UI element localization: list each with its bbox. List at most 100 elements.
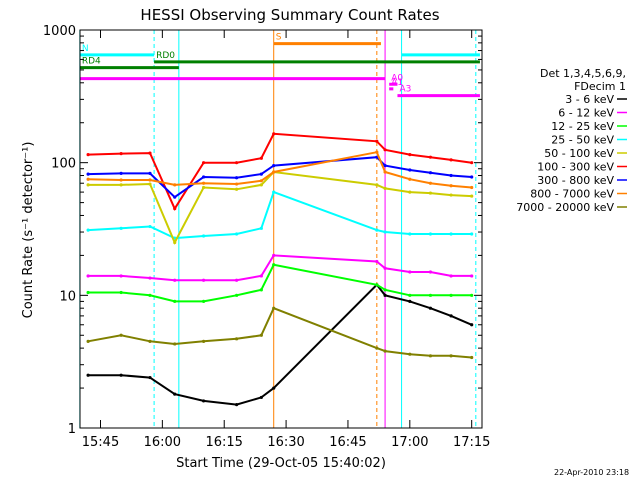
series-5-point-0 <box>86 153 90 157</box>
x-tick-label-6: 17:15 <box>453 435 490 450</box>
series-line-6 <box>88 156 472 199</box>
series-8-point-12 <box>449 354 453 358</box>
series-1-point-9 <box>383 266 387 270</box>
series-3-point-13 <box>470 232 474 236</box>
series-4-point-12 <box>449 193 453 197</box>
series-4-point-11 <box>428 191 433 195</box>
series-1-point-1 <box>119 274 123 278</box>
legend-header-2: FDecim 1 <box>574 80 626 93</box>
series-1-point-12 <box>449 274 453 278</box>
y-tick-label-1: 10 <box>59 289 76 304</box>
flag-label-5: A0 <box>391 73 403 83</box>
y-tick-label-3: 1000 <box>43 24 76 39</box>
series-2-point-6 <box>259 288 263 292</box>
series-5-point-13 <box>470 161 474 165</box>
series-1-point-5 <box>234 278 239 282</box>
series-6-point-2 <box>148 171 152 176</box>
series-3-point-5 <box>234 232 239 236</box>
series-4-point-10 <box>408 190 412 194</box>
series-line-4 <box>88 170 472 245</box>
series-7-point-3 <box>173 183 177 187</box>
legend-label-8: 7000 - 20000 keV <box>516 201 614 214</box>
series-5-point-1 <box>119 152 123 156</box>
x-tick-label-3: 16:30 <box>267 435 304 450</box>
legend-label-3: 25 - 50 keV <box>551 134 614 147</box>
series-5-point-12 <box>449 158 453 162</box>
series-4-point-13 <box>470 194 474 198</box>
series-line-8 <box>87 306 472 359</box>
series-8-point-9 <box>383 349 387 353</box>
series-8-point-7 <box>272 306 276 310</box>
series-1-point-11 <box>428 270 433 274</box>
series-3-point-9 <box>383 230 387 234</box>
legend-label-5: 100 - 300 keV <box>537 161 614 174</box>
x-tick-label-2: 16:15 <box>205 435 242 450</box>
series-6-point-12 <box>449 173 453 178</box>
series-line-5 <box>88 132 472 211</box>
series-3-point-11 <box>428 232 433 236</box>
flag-label-3: S <box>276 33 282 43</box>
series-5-point-8 <box>375 139 379 143</box>
series-2-point-13 <box>470 293 474 297</box>
legend-label-4: 50 - 100 keV <box>544 147 614 160</box>
legend-label-2: 12 - 25 keV <box>551 120 614 133</box>
series-5-point-4 <box>201 161 206 165</box>
series-line-0 <box>88 283 473 406</box>
series-1-point-8 <box>375 259 379 264</box>
series-6-point-10 <box>408 168 412 172</box>
plot-frame <box>79 29 483 429</box>
x-tick-label-1: 16:00 <box>144 435 181 450</box>
series-7-point-8 <box>375 150 379 154</box>
series-line-1 <box>88 254 472 282</box>
series-1-point-7 <box>272 253 276 257</box>
series-5-point-10 <box>408 153 412 157</box>
x-tick-label-0: 15:45 <box>82 435 119 450</box>
flag-label-6: A1 <box>391 78 403 88</box>
series-5-point-6 <box>259 156 263 160</box>
series-6-point-13 <box>470 175 474 179</box>
series-7-point-4 <box>201 181 206 185</box>
series-1-point-13 <box>470 274 474 278</box>
series-6-point-9 <box>383 164 387 168</box>
series-8-point-6 <box>259 333 263 337</box>
series-1-point-10 <box>408 270 412 274</box>
series-2-point-2 <box>148 293 152 297</box>
series-5-point-11 <box>428 155 433 159</box>
series-7-point-2 <box>148 178 152 182</box>
series-7-point-9 <box>383 170 387 174</box>
series-8-point-0 <box>86 339 90 343</box>
series-0-point-9 <box>383 293 387 297</box>
x-tick-label-5: 17:00 <box>391 435 428 450</box>
series-0-point-13 <box>470 323 474 327</box>
chart-title: HESSI Observing Summary Count Rates <box>140 6 439 24</box>
series-7-point-1 <box>119 178 123 182</box>
series-3-point-2 <box>148 224 152 229</box>
series-line-7 <box>88 151 472 189</box>
series-5-point-2 <box>148 151 152 155</box>
legend-header-1: Det 1,3,4,5,6,9, <box>540 67 626 80</box>
series-3-point-12 <box>449 232 453 236</box>
series-1-point-2 <box>148 276 152 280</box>
series-0-point-2 <box>148 375 152 380</box>
series-7-point-7 <box>272 170 276 174</box>
series-7-point-10 <box>408 177 412 181</box>
series-0-point-4 <box>201 399 206 403</box>
series-1-point-4 <box>201 278 206 282</box>
series-0-point-1 <box>119 373 123 377</box>
flag-label-0: N <box>82 44 89 54</box>
series-0-point-5 <box>234 403 239 407</box>
series-3-point-4 <box>201 234 206 238</box>
series-5-point-9 <box>383 148 387 152</box>
series-2-point-3 <box>173 299 177 304</box>
series-6-point-1 <box>119 171 123 176</box>
series-6-point-3 <box>173 195 177 199</box>
series-8-point-5 <box>234 337 239 341</box>
render-timestamp: 22-Apr-2010 23:18 <box>554 468 629 477</box>
series-4-point-8 <box>375 183 379 187</box>
series-0-point-0 <box>86 373 90 377</box>
series-1-point-6 <box>259 274 263 278</box>
series-3-point-0 <box>86 228 90 232</box>
series-8-point-13 <box>470 355 474 360</box>
series-2-point-10 <box>408 293 412 297</box>
